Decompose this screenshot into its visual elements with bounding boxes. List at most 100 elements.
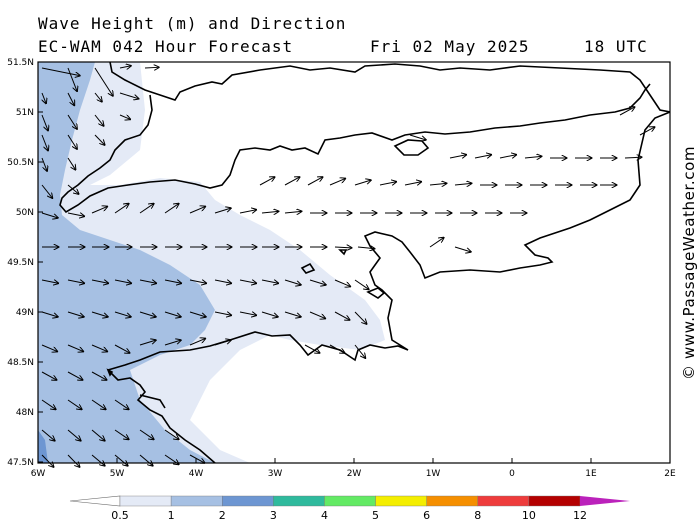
ouessant — [106, 368, 114, 377]
wave-direction-arrow — [329, 179, 345, 186]
legend-under-triangle — [69, 495, 121, 507]
lon-label: 1W — [426, 469, 441, 479]
wave-direction-arrow — [284, 279, 301, 285]
wave-direction-arrow — [214, 340, 231, 346]
wave-direction-arrow — [284, 211, 301, 213]
legend-swatch — [426, 495, 478, 507]
wave-direction-arrow — [67, 344, 83, 351]
lon-label: 2W — [347, 469, 362, 479]
wave-direction-arrow — [67, 371, 82, 380]
wave-direction-arrow — [334, 311, 349, 320]
wave-direction-arrow — [67, 67, 77, 91]
wave-direction-arrow — [189, 207, 205, 214]
wave-direction-arrow — [67, 213, 84, 216]
wave-direction-arrow — [94, 134, 105, 145]
wave-direction-arrow — [239, 280, 256, 283]
wave-direction-arrow — [42, 92, 46, 103]
lon-label: 6W — [31, 469, 46, 479]
legend-label: 6 — [423, 509, 430, 522]
lon-label: 2E — [664, 469, 676, 479]
wave-direction-arrow — [139, 429, 154, 439]
wave-direction-arrow — [67, 184, 79, 194]
wave-direction-arrow — [259, 177, 274, 186]
wave-direction-arrow — [189, 280, 206, 283]
wave-direction-arrow — [114, 311, 131, 317]
wave-direction-arrow — [41, 184, 52, 198]
legend-label: 3 — [270, 509, 277, 522]
wave-direction-arrow — [189, 311, 206, 317]
wave-direction-arrow — [139, 340, 156, 346]
forecast-date: Fri 02 May 2025 — [370, 37, 530, 56]
wave-direction-arrow — [284, 177, 299, 186]
wave-direction-arrow — [409, 134, 426, 140]
wave-direction-arrow — [189, 454, 204, 463]
lat-label: 48N — [16, 408, 34, 418]
legend-label: 8 — [474, 509, 481, 522]
wave-direction-arrows — [42, 66, 654, 467]
wave-direction-arrow — [114, 429, 129, 439]
wave-direction-arrow — [91, 280, 108, 283]
wave-direction-arrow — [91, 344, 107, 351]
wave-direction-arrow — [164, 311, 181, 317]
legend-swatch — [375, 495, 427, 507]
wave-direction-arrow — [119, 92, 138, 99]
legend-swatch — [170, 495, 223, 507]
wave-direction-arrow — [239, 210, 256, 213]
wave-direction-arrow — [41, 399, 56, 409]
wave-direction-arrow — [354, 344, 365, 358]
wave-direction-arrow — [379, 182, 396, 185]
wave-direction-arrow — [41, 212, 58, 218]
legend-swatch — [222, 495, 274, 507]
wave-direction-arrow — [524, 156, 541, 158]
legend-label: 1 — [168, 509, 175, 522]
wave-direction-arrow — [114, 204, 129, 214]
wave-direction-arrow — [454, 246, 471, 252]
wave-direction-arrow — [639, 127, 654, 136]
wave-direction-arrow — [41, 134, 48, 150]
legend-swatch — [528, 495, 581, 507]
wave-direction-arrow — [139, 454, 153, 466]
wave-direction-arrow — [67, 114, 77, 129]
wave-direction-arrow — [41, 114, 48, 130]
wave-direction-arrow — [429, 183, 446, 185]
legend-swatch — [477, 495, 530, 507]
legend-label: 4 — [321, 509, 328, 522]
wave-direction-arrow — [41, 311, 58, 317]
legend-label: 5 — [372, 509, 379, 522]
lat-label: 47.5N — [7, 458, 34, 468]
wave-band-2-3 — [38, 430, 48, 463]
wave-direction-arrow — [304, 344, 319, 353]
wave-direction-arrow — [164, 280, 181, 283]
wave-direction-arrow — [329, 344, 344, 353]
lon-label: 5W — [110, 469, 125, 479]
wave-height-field — [38, 62, 385, 463]
wave-direction-arrow — [91, 429, 105, 441]
map-title: Wave Height (m) and Direction — [38, 14, 347, 33]
lat-label: 49.5N — [7, 258, 34, 268]
wave-direction-arrow — [41, 429, 55, 441]
lat-label: 48.5N — [7, 358, 34, 368]
france-coast — [107, 111, 670, 463]
wave-direction-arrow — [139, 280, 156, 283]
legend-label: 10 — [522, 509, 536, 522]
legend-swatch — [324, 495, 376, 507]
wave-direction-arrow — [139, 311, 156, 317]
legend-label: 12 — [573, 509, 587, 522]
wave-direction-arrow — [94, 114, 104, 126]
wave-direction-arrow — [41, 344, 57, 351]
wave-direction-arrow — [354, 311, 366, 324]
channel-island-alderney — [338, 249, 348, 256]
wave-direction-arrow — [619, 107, 634, 116]
wave-direction-arrow — [67, 92, 74, 105]
credit-text: © www.PassageWeather.com — [680, 145, 698, 380]
wave-direction-arrow — [429, 238, 444, 248]
wave-direction-arrow — [91, 311, 108, 317]
wave-direction-arrow — [284, 311, 301, 317]
wave-direction-arrow — [119, 114, 130, 119]
wave-direction-arrow — [309, 311, 325, 318]
wave-direction-arrow — [114, 280, 131, 283]
wave-direction-arrow — [164, 204, 179, 214]
wave-band-1-2 — [38, 62, 215, 463]
wave-direction-arrow — [449, 155, 466, 158]
